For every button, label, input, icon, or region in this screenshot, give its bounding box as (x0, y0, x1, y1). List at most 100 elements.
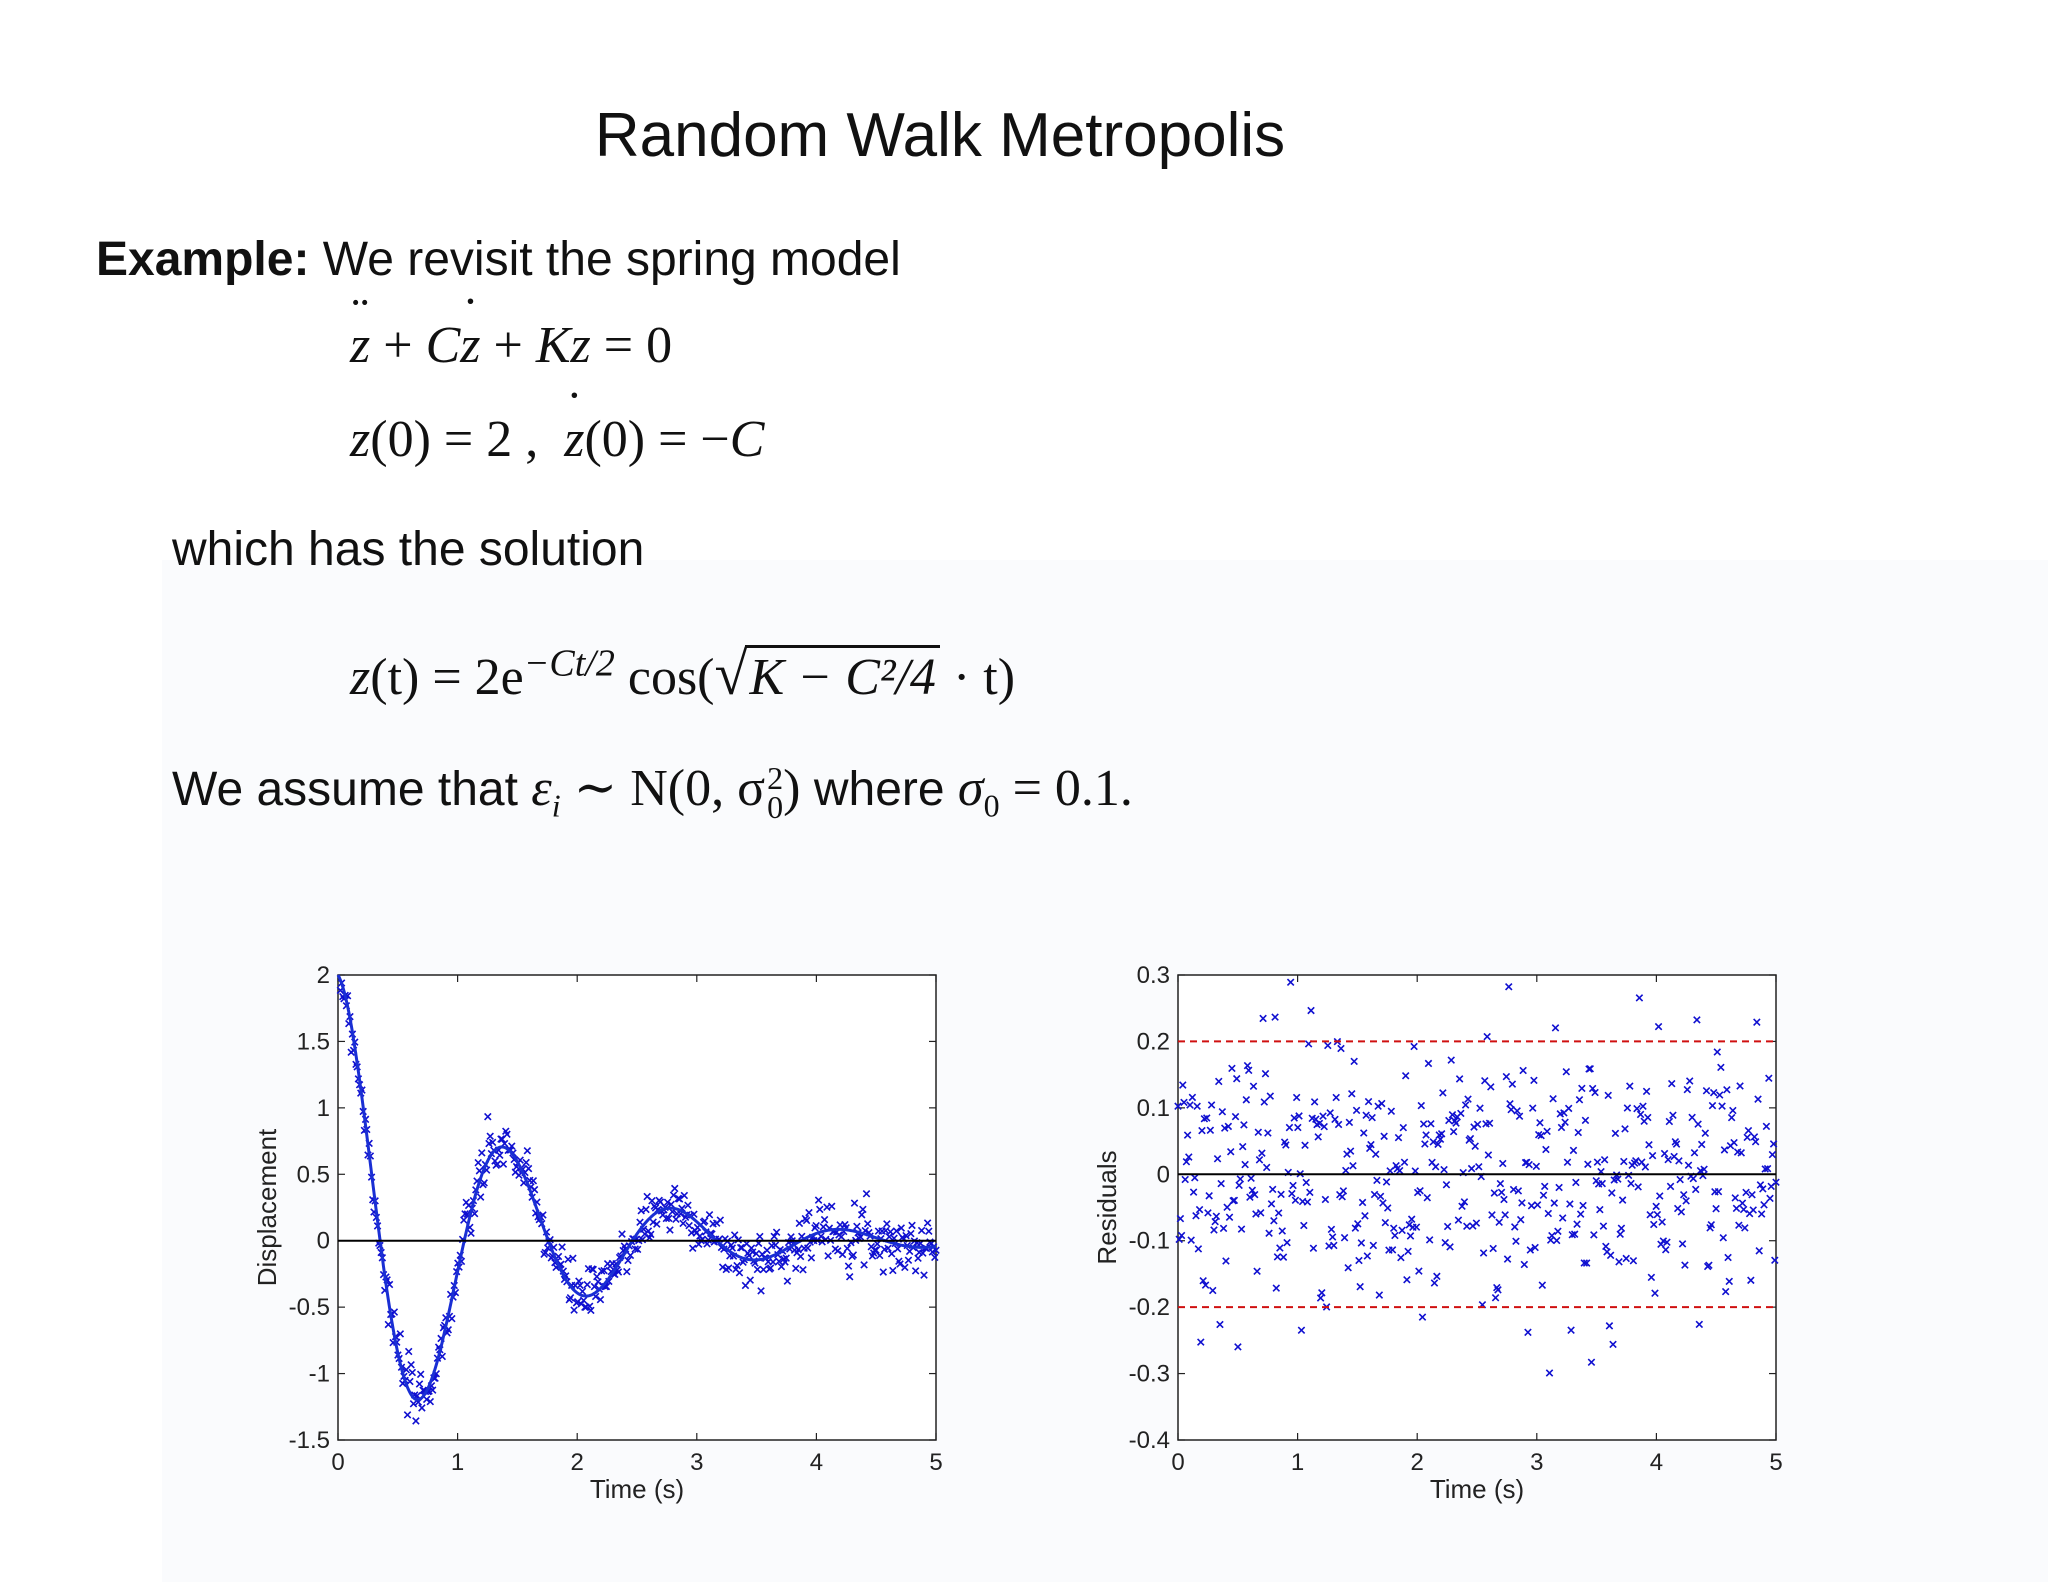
data-point (857, 1211, 866, 1219)
data-point (638, 1235, 647, 1244)
assume-prefix: We assume that (172, 763, 518, 816)
data-point (1400, 1158, 1409, 1166)
data-point (626, 1251, 635, 1260)
data-point (1361, 1212, 1369, 1220)
data-point (1274, 1209, 1283, 1217)
data-point (1188, 1093, 1197, 1102)
data-point (1582, 1259, 1591, 1267)
data-point (1701, 1129, 1710, 1137)
data-point (1407, 1215, 1416, 1223)
data-point (422, 1395, 431, 1404)
data-point (1326, 1109, 1334, 1117)
data-point (448, 1314, 456, 1323)
data-point (1403, 1276, 1411, 1284)
data-point (1690, 1149, 1699, 1157)
ode-k: K (535, 317, 571, 374)
data-point (1302, 1178, 1310, 1187)
data-point (1554, 1227, 1562, 1236)
data-point (1218, 1107, 1227, 1116)
data-point (1739, 1205, 1748, 1214)
data-point (579, 1296, 588, 1305)
data-point (1479, 1249, 1488, 1257)
data-point (838, 1250, 847, 1259)
data-point (1724, 1253, 1732, 1262)
data-point (1499, 1159, 1507, 1168)
data-point (887, 1249, 896, 1258)
data-point (1291, 1196, 1300, 1205)
data-point (1742, 1188, 1750, 1197)
data-point (795, 1219, 804, 1228)
example-label: Example: (96, 233, 310, 286)
data-point (1358, 1198, 1367, 1207)
data-point (1206, 1126, 1215, 1135)
data-point (700, 1217, 709, 1225)
data-point (902, 1231, 910, 1240)
data-point (1433, 1272, 1441, 1281)
data-point (1315, 1119, 1324, 1128)
x-tick-label: 1 (1291, 1449, 1304, 1476)
data-point (623, 1267, 631, 1276)
data-point (1208, 1286, 1217, 1295)
data-point (1645, 1140, 1653, 1149)
data-point (1691, 1185, 1700, 1194)
data-point (675, 1195, 684, 1203)
data-point (1182, 1158, 1191, 1166)
data-point (1316, 1294, 1325, 1302)
data-point (624, 1256, 632, 1265)
data-point (1649, 1220, 1658, 1229)
data-point (667, 1200, 675, 1209)
data-point (1623, 1104, 1632, 1112)
data-point (1558, 1214, 1567, 1222)
data-point (1568, 1231, 1577, 1239)
data-point (1651, 1289, 1659, 1297)
data-point (1260, 1098, 1269, 1106)
data-point (849, 1251, 858, 1259)
data-point (1616, 1230, 1624, 1238)
data-point (1339, 1187, 1348, 1195)
data-point (1327, 1225, 1336, 1234)
data-point (1423, 1193, 1432, 1202)
data-point (1642, 1087, 1651, 1096)
x-tick-label: 0 (331, 1449, 344, 1476)
data-point (415, 1380, 424, 1388)
data-point (1324, 1041, 1332, 1050)
data-point (1464, 1095, 1472, 1103)
data-point (1458, 1202, 1466, 1211)
data-point (403, 1411, 412, 1419)
x-tick-label: 1 (451, 1449, 464, 1476)
data-point (1626, 1082, 1634, 1090)
x-tick-label: 2 (571, 1449, 584, 1476)
data-point (1295, 1112, 1303, 1120)
data-point (1572, 1178, 1580, 1187)
data-point (1679, 1190, 1688, 1199)
data-point (1647, 1273, 1656, 1282)
data-point (653, 1220, 661, 1228)
data-point (1244, 1066, 1253, 1075)
data-point (1179, 1081, 1187, 1089)
data-point (1771, 1256, 1779, 1265)
data-point (897, 1224, 906, 1232)
y-tick-label: -0.1 (1129, 1228, 1170, 1255)
data-point (1273, 1253, 1282, 1261)
data-point (1660, 1149, 1669, 1158)
data-point (1318, 1289, 1326, 1297)
data-point (1491, 1293, 1500, 1302)
data-point (1213, 1154, 1222, 1163)
data-point (684, 1201, 692, 1210)
data-point (416, 1370, 425, 1379)
data-point (1678, 1240, 1687, 1248)
data-point (799, 1266, 807, 1274)
data-point (1600, 1156, 1609, 1164)
data-point (1247, 1174, 1255, 1183)
data-point (1473, 1120, 1482, 1129)
data-point (1271, 1013, 1279, 1021)
data-point (1267, 1200, 1276, 1208)
data-point (1544, 1209, 1553, 1218)
data-point (1264, 1129, 1272, 1137)
data-point (636, 1218, 644, 1227)
data-point (1440, 1165, 1448, 1174)
data-point (1507, 1105, 1515, 1114)
data-point (1356, 1282, 1364, 1291)
y-tick-label: 0 (1157, 1161, 1170, 1188)
data-point (1751, 1137, 1760, 1146)
